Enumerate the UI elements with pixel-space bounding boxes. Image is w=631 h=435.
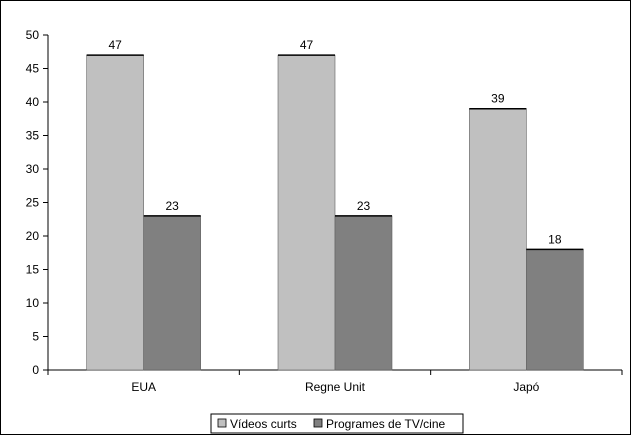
- y-tick-label: 35: [26, 129, 40, 143]
- y-tick-label: 40: [26, 95, 40, 109]
- bar-videos-curts: [469, 108, 527, 371]
- data-label: 23: [165, 199, 179, 213]
- y-tick-label: 45: [26, 62, 40, 76]
- y-tick-label: 15: [26, 263, 40, 277]
- legend-swatch: [217, 418, 227, 428]
- y-tick-label: 0: [32, 363, 39, 377]
- data-label: 39: [491, 92, 505, 106]
- y-tick-label: 5: [32, 330, 39, 344]
- legend-label: Programes de TV/cine: [326, 417, 445, 431]
- y-tick-label: 10: [26, 296, 40, 310]
- bar-programes-tv-cine: [526, 249, 584, 371]
- bar-videos-curts: [277, 54, 336, 371]
- bar-videos-curts: [86, 54, 144, 371]
- data-label: 47: [108, 38, 122, 52]
- x-tick-label: Japó: [513, 380, 539, 394]
- y-axis: 0 5 10 15 20 25 30 35 40 45 50: [26, 28, 48, 377]
- legend-swatch: [313, 418, 323, 428]
- y-tick-label: 20: [26, 229, 40, 243]
- data-label: 23: [357, 199, 371, 213]
- x-tick-label: Regne Unit: [305, 380, 366, 394]
- y-tick-label: 50: [26, 28, 40, 42]
- bars: [86, 54, 584, 371]
- y-tick-label: 30: [26, 162, 40, 176]
- legend: Vídeos curts Programes de TV/cine: [210, 413, 464, 434]
- data-label: 18: [548, 232, 562, 246]
- legend-box: [210, 413, 464, 434]
- legend-label: Vídeos curts: [230, 417, 297, 431]
- y-tick-label: 25: [26, 196, 40, 210]
- data-label: 47: [300, 38, 314, 52]
- bar-programes-tv-cine: [143, 215, 201, 371]
- x-tick-label: EUA: [131, 380, 156, 394]
- bar-programes-tv-cine: [334, 215, 393, 371]
- data-labels: 47 23 47 23 39 18: [108, 38, 561, 246]
- x-axis: EUA Regne Unit Japó: [47, 370, 623, 394]
